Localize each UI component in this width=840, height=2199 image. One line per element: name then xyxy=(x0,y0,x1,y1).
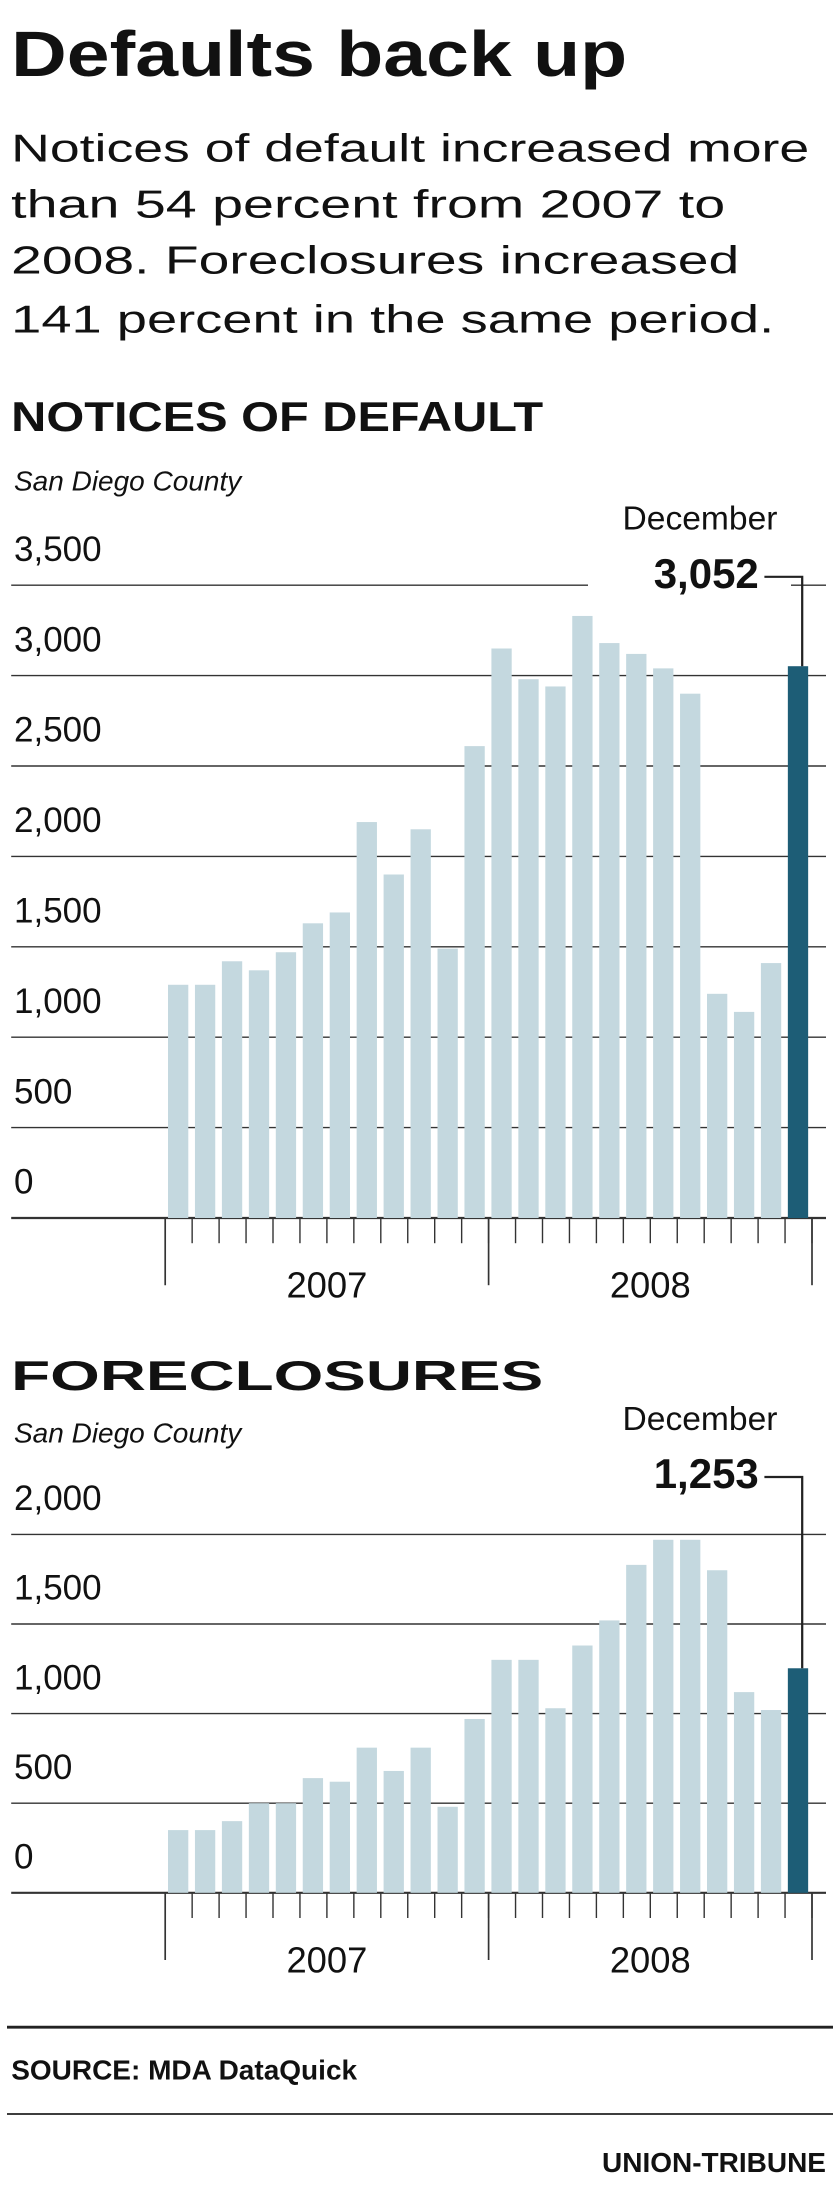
bar xyxy=(221,961,243,1219)
x-group-label: 2008 xyxy=(610,1939,691,1980)
bar xyxy=(733,1011,755,1219)
bar xyxy=(464,746,485,1219)
chart-subtitle: San Diego County xyxy=(14,465,243,496)
bar xyxy=(653,1539,674,1893)
bar xyxy=(653,668,674,1219)
subtitle-line: Notices of default increased more xyxy=(11,128,809,171)
bar xyxy=(491,648,512,1219)
leader-line xyxy=(764,1475,804,1669)
label-backdrop xyxy=(588,495,791,603)
y-tick-label: 2,500 xyxy=(14,711,102,750)
value-label: 3,052 xyxy=(654,550,759,597)
bar xyxy=(572,1645,593,1893)
chart-title: NOTICES OF DEFAULT xyxy=(11,393,543,440)
bar xyxy=(248,970,270,1219)
y-tick-label: 500 xyxy=(14,1748,72,1787)
chart-subtitle: San Diego County xyxy=(14,1417,243,1448)
bar xyxy=(787,1668,809,1893)
bar xyxy=(680,693,701,1219)
bar xyxy=(275,1803,297,1893)
bar xyxy=(707,1570,728,1893)
bar xyxy=(626,1564,647,1893)
bar xyxy=(410,1747,431,1893)
bar xyxy=(248,1803,270,1893)
bar xyxy=(733,1692,755,1893)
bar xyxy=(302,1778,324,1893)
bar xyxy=(194,984,216,1219)
bar xyxy=(760,963,782,1219)
bar xyxy=(356,1747,377,1893)
y-tick-label: 3,000 xyxy=(14,620,102,659)
bar xyxy=(626,653,647,1219)
bar xyxy=(491,1659,512,1893)
y-tick-label: 3,500 xyxy=(14,530,102,569)
annotation: December xyxy=(623,1401,778,1438)
credit: UNION-TRIBUNE xyxy=(602,2147,826,2178)
subtitle-line: 141 percent in the same period. xyxy=(11,298,774,341)
value-label: 1,253 xyxy=(654,1450,759,1497)
bar xyxy=(707,993,728,1219)
chart-title: FORECLOSURES xyxy=(11,1352,543,1399)
bar xyxy=(760,1710,782,1893)
bar xyxy=(302,923,324,1219)
bar xyxy=(437,948,458,1219)
bar xyxy=(518,1659,539,1893)
bar xyxy=(680,1539,701,1893)
y-tick-label: 500 xyxy=(14,1072,72,1111)
label-backdrop xyxy=(588,1395,791,1503)
bar xyxy=(437,1806,458,1893)
bar xyxy=(572,615,593,1219)
subtitle-line: than 54 percent from 2007 to xyxy=(11,184,725,227)
bar xyxy=(410,829,431,1219)
bar xyxy=(168,1830,189,1893)
y-tick-label: 1,500 xyxy=(14,891,102,930)
y-tick-label: 1,000 xyxy=(14,1658,102,1697)
y-tick-label: 2,000 xyxy=(14,1479,102,1518)
bar xyxy=(545,686,566,1219)
y-tick-label: 1,000 xyxy=(14,982,102,1021)
source: SOURCE: MDA DataQuick xyxy=(11,2054,357,2085)
y-tick-label: 0 xyxy=(14,1837,33,1876)
bar xyxy=(599,643,620,1219)
bar xyxy=(383,874,404,1219)
bar xyxy=(383,1770,404,1893)
bar xyxy=(194,1830,216,1893)
y-tick-label: 1,500 xyxy=(14,1569,102,1608)
bar xyxy=(221,1821,243,1893)
bar xyxy=(168,984,189,1219)
bar xyxy=(545,1708,566,1893)
annotation: December xyxy=(623,501,778,538)
bar xyxy=(599,1620,620,1893)
y-tick-label: 2,000 xyxy=(14,801,102,840)
y-tick-label: 0 xyxy=(14,1163,33,1202)
bar xyxy=(356,822,377,1219)
x-group-label: 2008 xyxy=(610,1265,691,1306)
title: Defaults back up xyxy=(11,18,627,90)
bar xyxy=(518,679,539,1219)
bar xyxy=(464,1718,485,1893)
subtitle-line: 2008. Foreclosures increased xyxy=(11,240,739,283)
bar xyxy=(787,666,809,1219)
x-group-label: 2007 xyxy=(286,1265,367,1306)
bar xyxy=(275,952,297,1219)
bar xyxy=(329,1781,350,1893)
leader-line xyxy=(764,575,804,667)
x-group-label: 2007 xyxy=(286,1939,367,1980)
bar xyxy=(329,912,350,1219)
